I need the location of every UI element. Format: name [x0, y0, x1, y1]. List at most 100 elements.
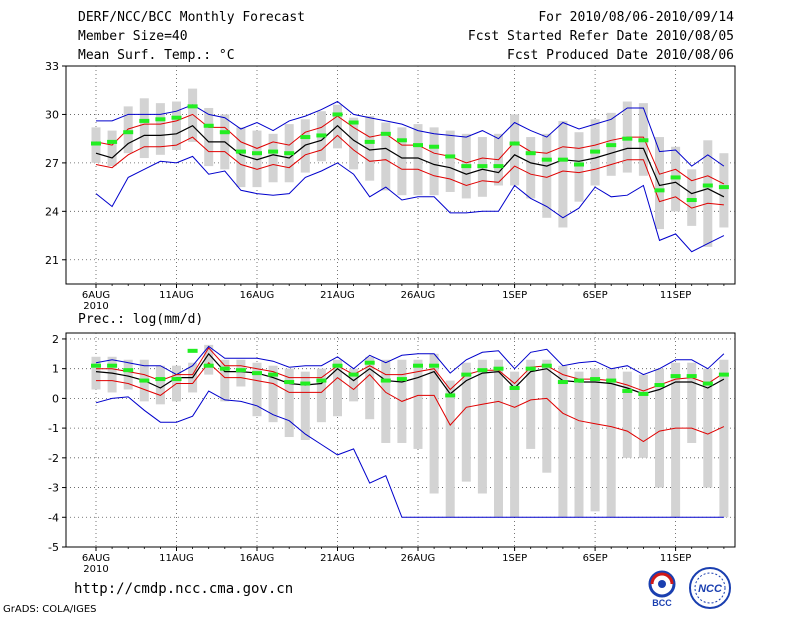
ncc-logo-text: NCC: [698, 583, 723, 595]
prec-spread-box: [574, 371, 584, 518]
temp-y-tick-label: 33: [45, 60, 59, 73]
prec-spread-box: [558, 365, 568, 518]
temp-median-marker: [670, 175, 681, 180]
prec-median-marker: [541, 363, 552, 368]
temp-median-marker: [348, 120, 359, 125]
temp-line-mean-std: [95, 134, 724, 209]
prec-spread-box: [719, 359, 729, 518]
temp-median-marker: [203, 123, 214, 128]
prec-spread-box: [91, 356, 101, 390]
prec-median-marker: [171, 377, 182, 382]
temp-spread-box: [349, 117, 359, 170]
temp-spread-box: [252, 130, 262, 188]
prec-median-marker: [493, 366, 504, 371]
prec-spread-box: [155, 365, 165, 405]
temp-x-tick-label: 11AUG: [159, 290, 194, 301]
temp-spread-box: [300, 119, 310, 173]
prec-median-marker: [429, 363, 440, 368]
prec-x-tick-sublabel: 2010: [83, 564, 108, 575]
prec-spread-box: [204, 344, 214, 375]
prec-x-tick-label: 21AUG: [320, 553, 355, 564]
prec-median-marker: [557, 380, 568, 385]
temp-median-marker: [123, 130, 134, 135]
prec-x-tick-label: 16AUG: [240, 553, 275, 564]
temp-median-marker: [364, 139, 375, 144]
prec-spread-box: [622, 371, 632, 458]
temp-median-marker: [413, 143, 423, 148]
temp-y-tick-label: 21: [45, 254, 59, 267]
prec-line-ensemble-min: [95, 390, 724, 518]
temp-median-marker: [686, 198, 697, 203]
temp-spread-box: [333, 104, 342, 149]
temp-median-marker: [541, 157, 552, 162]
prec-spread-box: [284, 368, 294, 438]
prec-median-marker: [187, 348, 198, 353]
prec-spread-box: [300, 371, 310, 440]
prec-x-tick-label: 6AUG: [82, 553, 110, 564]
prec-spread-box: [542, 359, 552, 473]
prec-x-tick-label: 11AUG: [159, 553, 194, 564]
prec-median-marker: [477, 368, 488, 373]
temp-x-tick-label: 1SEP: [502, 290, 527, 301]
prec-spread-box: [413, 359, 423, 449]
prec-x-tick-label: 11SEP: [660, 553, 691, 564]
prec-median-marker: [445, 393, 456, 398]
temp-spread-box: [445, 130, 455, 192]
prec-median-marker: [107, 363, 118, 368]
temp-median-marker: [574, 162, 584, 167]
prec-spread-box: [429, 353, 439, 494]
temp-median-marker: [606, 143, 617, 148]
temp-x-tick-label: 6AUG: [82, 290, 110, 301]
prec-median-marker: [670, 374, 681, 379]
prec-median-marker: [316, 378, 327, 383]
prec-spread-box: [461, 362, 471, 482]
prec-spread-box: [268, 365, 278, 423]
prec-line-ensemble-mean: [95, 352, 725, 395]
prec-x-tick-label: 1SEP: [502, 553, 527, 564]
member-size: Member Size=40: [78, 29, 188, 44]
prec-median-marker: [525, 366, 536, 371]
chart-title: DERF/NCC/BCC Monthly Forecast: [78, 10, 305, 25]
temp-spread-box: [703, 140, 713, 247]
prec-line-ensemble-max: [95, 345, 725, 376]
source-url[interactable]: http://cmdp.ncc.cma.gov.cn: [74, 581, 294, 597]
prec-median-marker: [284, 380, 295, 385]
prec-median-marker: [574, 378, 584, 383]
prec-spread-box: [381, 359, 391, 443]
prec-y-tick-label: -2: [48, 452, 59, 465]
prec-median-marker: [91, 363, 101, 368]
temp-median-marker: [638, 138, 649, 143]
temp-spread-box: [365, 116, 375, 181]
temp-median-marker: [219, 130, 230, 135]
prec-frame: [65, 332, 736, 548]
prec-median-marker: [702, 381, 713, 386]
prec-median-marker: [638, 391, 649, 396]
prec-y-tick-label: -4: [48, 511, 59, 524]
temp-spread-box: [268, 133, 278, 183]
temp-spread-box: [574, 132, 584, 202]
prec-y-tick-label: -1: [48, 422, 59, 435]
prec-median-marker: [622, 388, 633, 393]
prec-spread-box: [510, 371, 520, 518]
temp-spread-box: [397, 127, 407, 196]
prec-x-tick-label: 26AUG: [401, 553, 436, 564]
prec-median-marker: [364, 360, 375, 365]
temp-x-tick-label: 6SEP: [583, 290, 608, 301]
temp-median-marker: [139, 118, 150, 123]
prec-median-marker: [139, 378, 150, 383]
prec-median-marker: [380, 378, 391, 383]
temp-median-marker: [284, 151, 295, 156]
prec-y-tick-label: 0: [52, 392, 59, 405]
prec-spread-box: [252, 362, 262, 417]
prec-x-tick-label: 6SEP: [583, 553, 608, 564]
temp-x-tick-label: 16AUG: [240, 290, 275, 301]
temp-median-marker: [187, 104, 198, 109]
temp-spread-box: [123, 106, 133, 154]
temp-line-ensemble-min: [95, 155, 725, 253]
temp-median-marker: [429, 144, 440, 149]
prec-median-marker: [413, 363, 423, 368]
prec-median-marker: [606, 378, 617, 383]
prec-median-marker: [461, 372, 472, 377]
